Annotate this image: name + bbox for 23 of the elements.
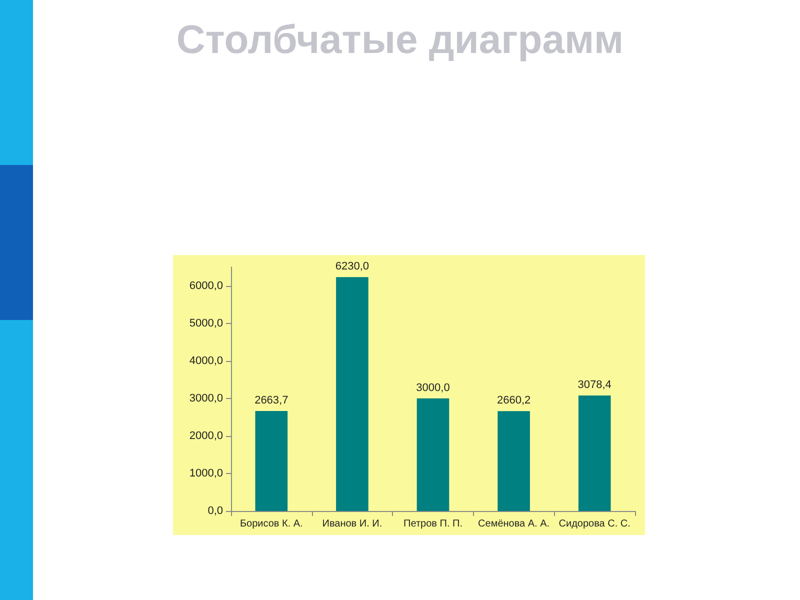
- y-tick-label: 0,0: [208, 505, 223, 517]
- bar: [255, 411, 288, 511]
- x-tick-label: Борисов К. А.: [240, 518, 303, 530]
- x-tick-label: Семёнова А. А.: [478, 518, 550, 530]
- y-tick-label: 1000,0: [189, 467, 223, 480]
- x-tick-label: Иванов И. И.: [322, 518, 382, 530]
- data-label: 3000,0: [416, 382, 450, 394]
- data-label: 2660,2: [496, 394, 531, 407]
- y-tick-label: 5000,0: [189, 317, 223, 330]
- y-tick-label: 2000,0: [189, 430, 223, 442]
- data-label: 3078,4: [578, 378, 612, 391]
- data-label: 6230,0: [335, 260, 370, 273]
- bar: [416, 398, 450, 511]
- data-label: 2663,7: [254, 394, 288, 407]
- bar: [336, 277, 368, 511]
- y-tick-label: 4000,0: [189, 354, 223, 367]
- y-tick-label: 6000,0: [189, 280, 223, 292]
- x-tick-label: Сидорова С. С.: [558, 518, 630, 530]
- bar: [498, 411, 530, 511]
- x-tick-label: Петров П. П.: [404, 518, 462, 530]
- chart-title: Столбчатые диаграмм: [175, 18, 625, 63]
- bar: [578, 395, 611, 511]
- y-tick-label: 3000,0: [189, 392, 223, 404]
